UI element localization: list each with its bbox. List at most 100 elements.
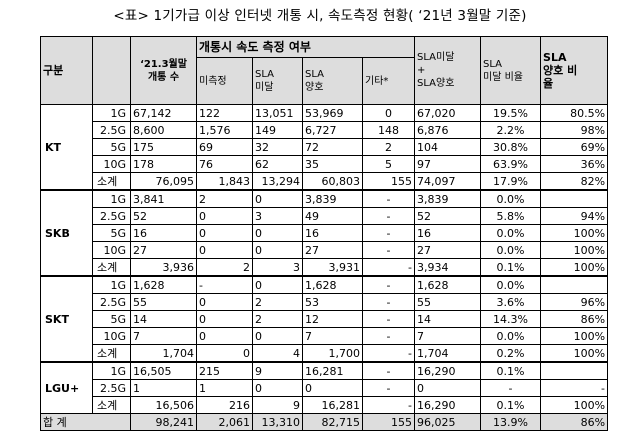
- header-other: 기타*: [361, 57, 416, 105]
- cell-nm: 1,843: [196, 172, 253, 191]
- total-row: 합 계 98,241 2,061 13,310 82,715 155 96,025 13.9%…: [40, 413, 609, 431]
- header-good-ratio-line1: SLA: [543, 51, 567, 64]
- cell-good: 82,715: [302, 413, 363, 431]
- cell-nm: 0: [196, 224, 253, 242]
- header-below-ratio-line1: SLA: [483, 58, 503, 70]
- cell-below: 9: [252, 396, 303, 414]
- header-below-ratio: SLA 미달 비율: [480, 36, 542, 105]
- cell-below: 13,310: [252, 413, 303, 431]
- cell-combined: 104: [414, 138, 482, 156]
- cell-subs: 1,704: [130, 344, 197, 363]
- speed-tier: 1G: [92, 361, 131, 380]
- cell-subs: 98,241: [130, 413, 197, 431]
- cell-combined: 16,290: [414, 396, 482, 414]
- header-sla-good-line2: 양호: [305, 82, 324, 93]
- cell-subs: 55: [130, 293, 197, 311]
- cell-subs: 16: [130, 224, 197, 242]
- speed-tier: 1G: [92, 104, 131, 122]
- subtotal-label: 소계: [92, 396, 131, 414]
- cell-subs: 14: [130, 310, 197, 328]
- table-row: 2.5G 55 0 2 53-55 3.6% 96%: [41, 293, 609, 311]
- cell-below-ratio: 0.0%: [480, 224, 542, 242]
- speed-tier: 5G: [92, 310, 131, 328]
- cell-other: -: [361, 189, 416, 208]
- speed-tier: 1G: [92, 189, 131, 208]
- header-not-measured: 미측정: [196, 57, 253, 105]
- cell-nm: 1: [196, 379, 253, 397]
- cell-good: 27: [302, 241, 363, 259]
- cell-below: 0: [252, 241, 303, 259]
- cell-below: 3: [252, 258, 303, 277]
- cell-below-ratio: 0.1%: [480, 258, 542, 277]
- cell-good: 53,969: [302, 104, 363, 122]
- cell-combined: 7: [414, 327, 482, 345]
- header-subscribers-line2: 개통 수: [147, 71, 180, 83]
- header-sla-good-line1: SLA: [305, 69, 324, 80]
- cell-good-ratio: 100%: [540, 224, 609, 242]
- speed-tier: 10G: [92, 327, 131, 345]
- cell-good-ratio: 100%: [540, 396, 609, 414]
- cell-good: 16,281: [302, 361, 363, 380]
- header-subscribers-line1: ‘21.3월말: [140, 58, 187, 70]
- cell-below: 149: [252, 121, 303, 139]
- cell-good-ratio: 86%: [540, 413, 609, 431]
- cell-nm: -: [196, 275, 253, 294]
- cell-nm: 215: [196, 361, 253, 380]
- cell-combined: 6,876: [414, 121, 482, 139]
- cell-other: 155: [361, 413, 416, 431]
- cell-below-ratio: 13.9%: [480, 413, 542, 431]
- speed-tier: 1G: [92, 275, 131, 294]
- cell-combined: 67,020: [414, 104, 482, 122]
- table-row: 5G 16 0 0 16-16 0.0% 100%: [41, 224, 609, 242]
- cell-below: 62: [252, 155, 303, 173]
- cell-combined: 16,290: [414, 361, 482, 380]
- cell-good: 6,727: [302, 121, 363, 139]
- cell-below-ratio: 0.0%: [480, 241, 542, 259]
- cell-good-ratio: 69%: [540, 138, 609, 156]
- cell-good-ratio: 100%: [540, 344, 609, 363]
- header-sla-good: SLA 양호: [302, 57, 363, 105]
- cell-below: 0: [252, 224, 303, 242]
- cell-nm: 122: [196, 104, 253, 122]
- cell-other: -: [361, 310, 416, 328]
- header-measurement-group: 개통시 속도 측정 여부: [195, 36, 416, 58]
- header-good-ratio-line2: 양호 비: [543, 64, 578, 77]
- cell-combined: 3,839: [414, 189, 482, 208]
- cell-subs: 8,600: [130, 121, 197, 139]
- speed-tier: 10G: [92, 155, 131, 173]
- cell-combined: 52: [414, 207, 482, 225]
- cell-nm: 2: [196, 258, 253, 277]
- cell-subs: 7: [130, 327, 197, 345]
- cell-good: 1,700: [302, 344, 363, 363]
- cell-combined: 55: [414, 293, 482, 311]
- cell-good: 35: [302, 155, 363, 173]
- operator-label: SKT: [40, 275, 93, 363]
- cell-below: 0: [252, 327, 303, 345]
- cell-combined: 1,704: [414, 344, 482, 363]
- cell-other: 155: [361, 172, 416, 191]
- cell-below: 2: [252, 310, 303, 328]
- header-sla-combined-line3: SLA양호: [417, 78, 455, 89]
- cell-other: 5: [361, 155, 416, 173]
- cell-other: -: [361, 396, 416, 414]
- cell-below: 0: [252, 189, 303, 208]
- cell-other: -: [361, 241, 416, 259]
- cell-subs: 27: [130, 241, 197, 259]
- cell-nm: 0: [196, 327, 253, 345]
- cell-subs: 3,841: [130, 189, 197, 208]
- table-row: KT 1G 67,142 122 13,051 53,969 0 67,020 19.5% 80.…: [40, 104, 609, 191]
- subtotal-row: 소계 16,506 216 9 16,281-16,290 0.1% 100%: [41, 396, 609, 414]
- speed-tier: 2.5G: [92, 121, 131, 139]
- cell-subs: 52: [130, 207, 197, 225]
- cell-good-ratio: 94%: [540, 207, 609, 225]
- cell-subs: 16,505: [130, 361, 197, 380]
- table-header: 구분 ‘21.3월말 개통 수 개통시 속도 측정 여부 SLA미달 + SLA…: [40, 36, 609, 105]
- cell-combined: 96,025: [414, 413, 482, 431]
- subtotal-label: 소계: [92, 258, 131, 277]
- table-caption: <표> 1기가급 이상 인터넷 개통 시, 속도측정 현황( ‘21년 3월말 …: [113, 8, 527, 24]
- cell-other: -: [361, 275, 416, 294]
- cell-subs: 175: [130, 138, 197, 156]
- speed-tier: 2.5G: [92, 207, 131, 225]
- cell-combined: 27: [414, 241, 482, 259]
- subtotal-row: 소계 76,095 1,843 13,294 60,803 155 74,097 17.9% 8…: [41, 172, 609, 191]
